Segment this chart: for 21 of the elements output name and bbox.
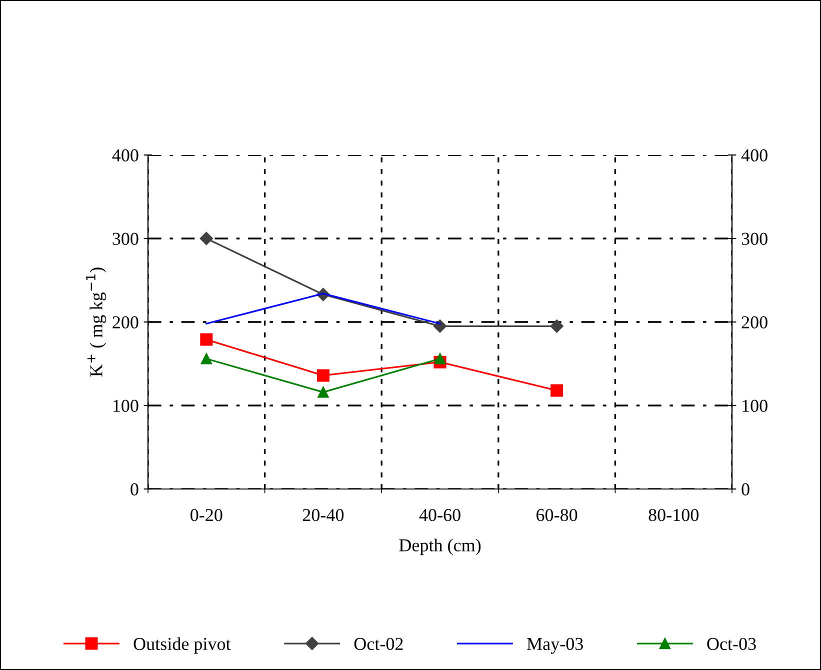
y2-tick-label: 0 [742,483,750,496]
legend-label: Outside pivot [134,637,231,654]
y-tick-label: 200 [112,316,138,328]
y-tick-label: 400 [112,149,138,162]
y-axis-title: K$^{+}$ ( mg kg$^{−1}$) [86,268,106,377]
y2-tick-label: 300 [742,232,768,245]
y2-tick-label: 400 [741,149,768,162]
x-tick-label: 40-60 [419,508,460,522]
x-tick-label: 0-20 [190,508,222,522]
legend-label: May-03 [527,638,583,654]
x-tick-label: 20-40 [302,508,344,522]
y2-tick-label: 200 [742,316,768,328]
x-tick-label: 60-80 [536,508,578,522]
x-axis-title: Depth (cm) [399,538,481,556]
legend-label: Oct-02 [354,638,403,650]
y-tick-label: 300 [112,232,138,245]
x-tick-label: 80-100 [648,508,698,522]
y-tick-label: 0 [130,483,138,496]
y2-tick-label: 100 [742,400,768,412]
y-tick-label: 100 [113,400,138,412]
legend-label: Oct-03 [707,638,756,650]
